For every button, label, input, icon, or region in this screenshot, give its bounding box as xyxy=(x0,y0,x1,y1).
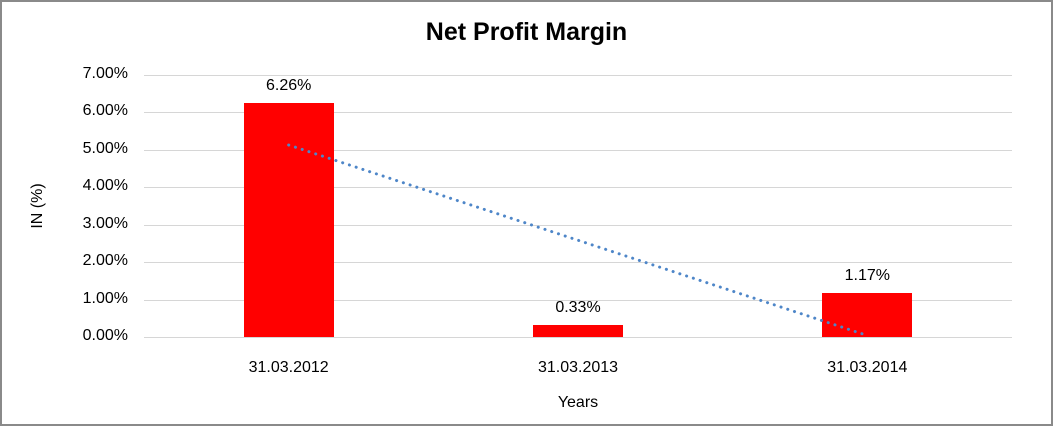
y-tick-label: 3.00% xyxy=(82,214,128,232)
gridline xyxy=(144,75,1012,76)
gridline xyxy=(144,337,1012,338)
y-tick-label: 2.00% xyxy=(82,252,128,270)
bar-31.03.2012 xyxy=(243,102,334,337)
x-tick-label: 31.03.2014 xyxy=(827,359,908,376)
y-tick-label: 4.00% xyxy=(82,177,128,195)
y-tick-label: 0.00% xyxy=(82,327,128,344)
value-label: 6.26% xyxy=(265,76,312,94)
x-axis-title: Years xyxy=(557,394,599,411)
value-label: 0.33% xyxy=(555,298,601,316)
bar-31.03.2014 xyxy=(822,293,913,337)
x-tick-label: 31.03.2013 xyxy=(537,359,619,376)
y-tick-label: 6.00% xyxy=(82,102,128,120)
value-label: 1.17% xyxy=(844,267,891,285)
bar-31.03.2013 xyxy=(533,324,623,337)
y-tick-label: 7.00% xyxy=(82,65,128,82)
y-tick-label: 1.00% xyxy=(82,289,128,307)
chart-title: Net Profit Margin xyxy=(425,18,628,46)
gridline xyxy=(144,112,1012,114)
y-tick-label: 5.00% xyxy=(82,139,128,157)
x-tick-label: 31.03.2012 xyxy=(248,359,329,376)
